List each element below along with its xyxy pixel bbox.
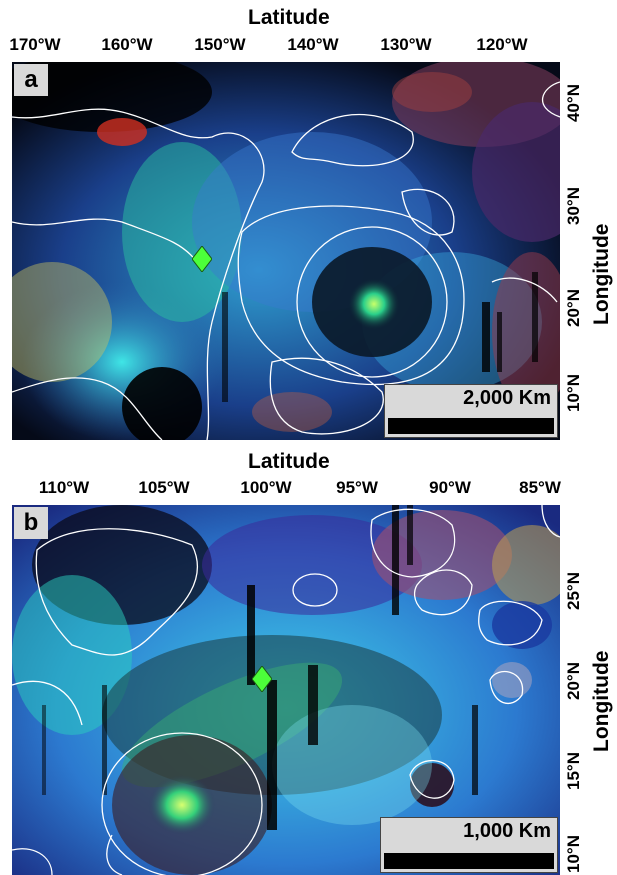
panel-a-site-marker <box>192 246 212 272</box>
panel-a-y-tick: 40°N <box>564 84 583 122</box>
panel-b-site-marker <box>252 666 272 692</box>
panel-b-letter: b <box>14 507 48 539</box>
panel-a-x-title: Latitude <box>248 6 330 29</box>
panel-a-scale-bar: 2,000 Km <box>384 384 558 438</box>
panel-b-x-tick: 85°W <box>519 478 561 497</box>
panel-a-x-tick: 170°W <box>9 35 61 54</box>
panel-b-scale-label: 1,000 Km <box>463 820 551 842</box>
panel-b-x-title: Latitude <box>248 450 330 473</box>
panel-b-x-tick: 105°W <box>138 478 190 497</box>
panel-a-x-tick: 130°W <box>380 35 432 54</box>
panel-b-scale-bar: 1,000 Km <box>380 817 558 873</box>
panel-a-y-tick: 30°N <box>564 187 583 225</box>
panel-b-map-image <box>12 505 560 875</box>
panel-a-y-title: Longitude <box>590 223 613 325</box>
panel-a-y-tick: 20°N <box>564 289 583 327</box>
panel-b-x-tick: 110°W <box>38 478 90 497</box>
panel-b-y-tick: 25°N <box>564 572 583 610</box>
panel-b-y-title: Longitude <box>590 650 613 752</box>
panel-a-y-tick: 10°N <box>564 374 583 412</box>
panel-a-scale-line <box>388 418 554 434</box>
panel-a-x-tick: 150°W <box>194 35 246 54</box>
panel-b-y-tick: 10°N <box>564 835 583 873</box>
panel-a-map-image <box>12 62 560 440</box>
panel-b-y-tick: 15°N <box>564 752 583 790</box>
panel-b-x-tick: 100°W <box>240 478 292 497</box>
panel-a-x-tick: 140°W <box>287 35 339 54</box>
panel-a-x-tick: 160°W <box>101 35 153 54</box>
panel-a-x-tick: 120°W <box>476 35 528 54</box>
panel-a-letter: a <box>14 64 48 96</box>
panel-b-x-tick: 90°W <box>429 478 471 497</box>
panel-b-y-tick: 20°N <box>564 662 583 700</box>
panel-b-x-tick: 95°W <box>336 478 378 497</box>
panel-a-map: a 2,000 Km <box>12 62 560 440</box>
panel-a-scale-label: 2,000 Km <box>463 387 551 409</box>
panel-b-map: b 1,000 Km <box>12 505 560 875</box>
panel-b-scale-line <box>384 853 554 869</box>
